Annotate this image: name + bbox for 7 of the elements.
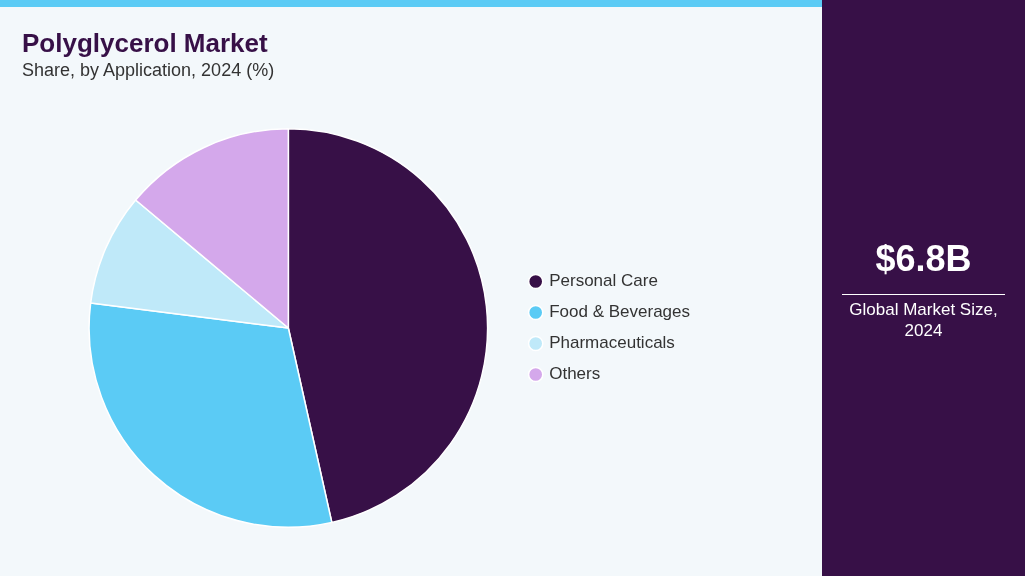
chart-title: Polyglycerol Market <box>22 28 268 59</box>
legend-label: Others <box>549 364 601 384</box>
legend-label: Food & Beverages <box>549 302 691 322</box>
side-panel: $6.8B Global Market Size, 2024 <box>822 0 1025 576</box>
legend-label: Pharmaceuticals <box>549 333 675 353</box>
chart-subtitle: Share, by Application, 2024 (%) <box>22 60 275 81</box>
legend-label: Personal Care <box>549 271 658 291</box>
